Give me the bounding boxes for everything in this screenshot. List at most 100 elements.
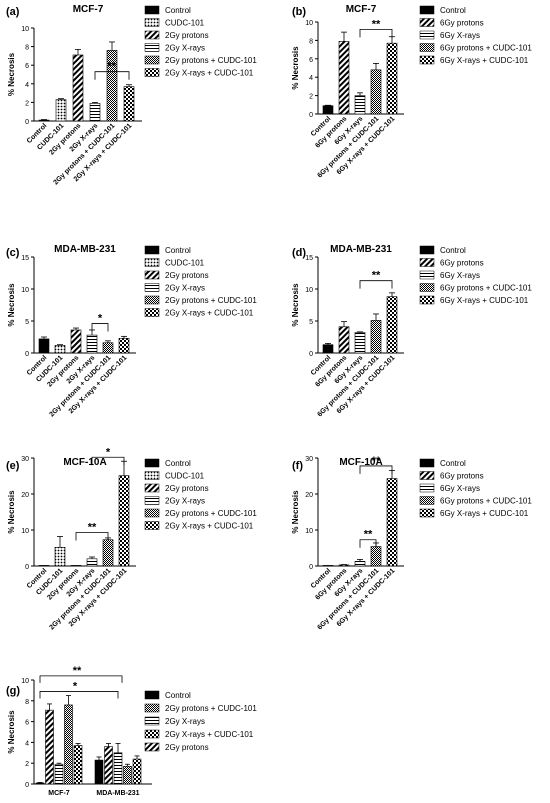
y-axis-label: % Necrosis xyxy=(7,490,16,534)
panel-5: (f) MCF-10A 0 10 20 30 % Necrosis Control 6Gy pr… xyxy=(291,455,532,631)
legend-label: 2Gy X-rays + CUDC-101 xyxy=(165,522,254,531)
panel-2: (c) MDA-MB-231 0 5 10 15 % Necrosis Control CUDC… xyxy=(6,244,257,418)
bar xyxy=(386,296,398,354)
bar xyxy=(72,54,84,122)
chart-title: MDA-MB-231 xyxy=(330,244,392,255)
y-tick-label: 8 xyxy=(309,38,313,45)
y-tick-label: 20 xyxy=(305,492,313,499)
y-tick-label: 8 xyxy=(25,699,29,706)
significance-bracket xyxy=(359,465,393,474)
legend-swatch xyxy=(144,18,160,27)
legend-swatch xyxy=(144,716,160,726)
significance-label: ** xyxy=(372,270,381,282)
panel-label: (g) xyxy=(6,685,20,697)
bar xyxy=(70,565,82,567)
legend-swatch xyxy=(419,258,435,267)
legend-label: 2Gy protons + CUDC-101 xyxy=(165,296,257,305)
bar xyxy=(86,558,98,567)
y-tick-label: 8 xyxy=(25,45,29,52)
legend-label: 6Gy X-rays xyxy=(440,271,480,280)
legend-swatch xyxy=(144,729,160,739)
legend-swatch xyxy=(144,270,160,280)
y-tick-label: 10 xyxy=(305,20,313,27)
y-tick-label: 0 xyxy=(25,119,29,126)
legend-label: 6Gy protons + CUDC-101 xyxy=(440,497,532,506)
group-label: MCF-7 xyxy=(48,790,69,797)
bar xyxy=(35,782,45,785)
significance-bracket xyxy=(359,280,393,289)
legend-swatch xyxy=(144,458,160,468)
legend-label: Control xyxy=(440,6,466,15)
legend-label: 2Gy protons + CUDC-101 xyxy=(165,509,257,518)
legend-label: 6Gy protons xyxy=(440,259,484,268)
legend-label: CUDC-101 xyxy=(165,259,205,268)
legend-swatch xyxy=(419,295,435,305)
panel-4: (e) MCF-10A 0 10 20 30 % Necrosis Control CUDC-1… xyxy=(6,446,257,631)
significance-label: ** xyxy=(73,665,82,677)
bar xyxy=(123,766,132,785)
y-tick-label: 0 xyxy=(309,564,313,571)
legend-label: Control xyxy=(165,6,191,15)
y-tick-label: 4 xyxy=(309,75,313,82)
significance-bracket xyxy=(75,532,109,541)
y-tick-label: 4 xyxy=(25,740,29,747)
legend-label: 2Gy protons + CUDC-101 xyxy=(165,56,257,65)
legend-label: 2Gy X-rays xyxy=(165,284,205,293)
bar xyxy=(55,99,67,122)
bar xyxy=(322,565,334,567)
bar xyxy=(338,41,350,115)
legend-swatch xyxy=(144,283,160,292)
panel-label: (b) xyxy=(292,6,306,18)
bar xyxy=(132,758,142,785)
significance-label: ** xyxy=(364,529,373,541)
legend-swatch xyxy=(419,18,435,27)
bar xyxy=(38,338,50,354)
bar xyxy=(70,329,82,354)
legend-swatch xyxy=(144,245,160,255)
legend-label: Control xyxy=(165,691,191,700)
legend-label: 2Gy X-rays + CUDC-101 xyxy=(165,69,254,78)
legend-swatch xyxy=(419,245,435,255)
y-axis-label: % Necrosis xyxy=(7,283,16,327)
bar xyxy=(370,69,382,115)
bar xyxy=(118,475,130,567)
significance-label: * xyxy=(106,446,111,458)
legend-swatch xyxy=(419,55,435,65)
y-axis-label: % Necrosis xyxy=(7,52,16,96)
bar xyxy=(118,337,130,354)
panel-label: (c) xyxy=(6,247,20,259)
y-tick-label: 20 xyxy=(21,492,29,499)
chart-title: MCF-10A xyxy=(63,457,106,468)
legend-label: CUDC-101 xyxy=(165,472,205,481)
legend-label: 2Gy protons xyxy=(165,743,209,752)
y-tick-label: 4 xyxy=(25,82,29,89)
y-tick-label: 10 xyxy=(21,678,29,685)
legend-label: 2Gy X-rays + CUDC-101 xyxy=(165,730,254,739)
legend-swatch xyxy=(144,258,160,267)
legend-swatch xyxy=(144,308,160,317)
bar xyxy=(338,326,350,354)
bar xyxy=(102,342,114,354)
significance-bracket xyxy=(359,28,393,38)
y-tick-label: 6 xyxy=(25,720,29,727)
legend-swatch xyxy=(144,55,160,65)
legend-swatch xyxy=(144,690,160,700)
y-tick-label: 10 xyxy=(305,287,313,294)
bar xyxy=(94,759,104,785)
bar xyxy=(104,746,113,785)
chart-title: MCF-7 xyxy=(73,4,104,15)
bar xyxy=(113,752,123,785)
legend-swatch xyxy=(419,508,435,518)
legend-label: 2Gy X-rays xyxy=(165,717,205,726)
y-tick-label: 0 xyxy=(309,112,313,119)
bar xyxy=(38,565,50,567)
y-tick-label: 0 xyxy=(25,351,29,358)
legend-swatch xyxy=(419,483,435,493)
legend-swatch xyxy=(419,43,435,52)
y-tick-label: 2 xyxy=(25,761,29,768)
bar xyxy=(322,105,334,115)
y-tick-label: 6 xyxy=(25,63,29,70)
panel-0: (a) MCF-7 0 2 4 6 8 10 % Necrosis Control CUDC-101… xyxy=(6,4,257,186)
legend-label: 6Gy protons + CUDC-101 xyxy=(440,44,532,53)
y-tick-label: 2 xyxy=(25,100,29,107)
